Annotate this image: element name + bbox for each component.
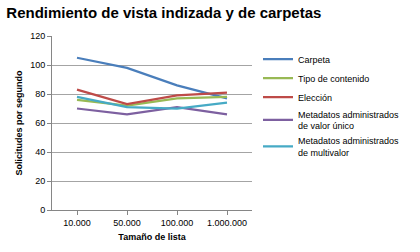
svg-text:Elección: Elección [298,93,332,103]
svg-text:80: 80 [35,89,45,99]
svg-text:20: 20 [35,176,45,186]
svg-text:Carpeta: Carpeta [298,55,330,65]
svg-text:Solicitudes por segundo: Solicitudes por segundo [14,70,24,176]
svg-text:Tipo de contenido: Tipo de contenido [298,74,369,84]
svg-text:40: 40 [35,147,45,157]
svg-text:60: 60 [35,118,45,128]
svg-text:Tamaño de lista: Tamaño de lista [118,232,186,242]
svg-text:0: 0 [40,205,45,215]
svg-text:Metadatos administradosde valo: Metadatos administradosde valor único [298,110,399,132]
svg-text:Metadatos administradosde mult: Metadatos administradosde multivalor [298,136,399,158]
svg-text:50.000: 50.000 [113,218,141,228]
svg-text:Rendimiento de vista indizada: Rendimiento de vista indizada y de carpe… [6,4,321,21]
svg-text:100: 100 [30,60,45,70]
svg-text:10.000: 10.000 [63,218,91,228]
svg-text:120: 120 [30,31,45,41]
svg-text:100.000: 100.000 [161,218,194,228]
svg-text:1.000.000: 1.000.000 [207,218,247,228]
